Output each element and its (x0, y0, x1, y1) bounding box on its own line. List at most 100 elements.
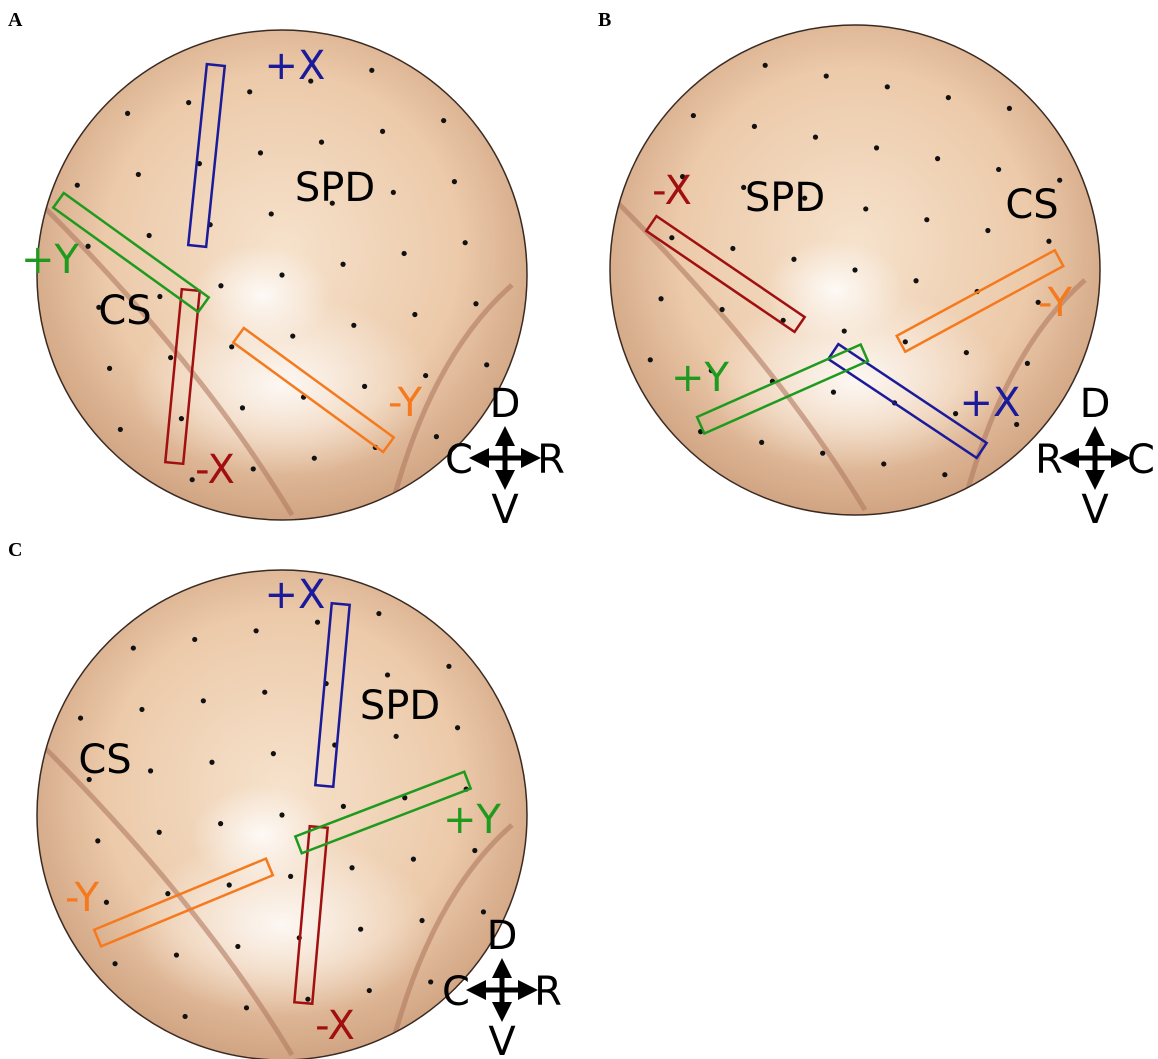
compass-label: D (1080, 381, 1111, 427)
electrode-dot (75, 183, 80, 188)
electrode-dot (340, 262, 345, 267)
region-label: SPD (295, 165, 375, 211)
electrode-dot (441, 118, 446, 123)
electrode-dot (691, 113, 696, 118)
compass-label: V (488, 1019, 516, 1059)
electrode-dot (305, 997, 310, 1002)
axis-label: -X (195, 447, 235, 493)
electrode-dot (341, 804, 346, 809)
axis-label: -Y (388, 380, 423, 426)
electrode-dot (279, 272, 284, 277)
region-label: CS (98, 288, 151, 334)
electrode-dot (874, 145, 879, 150)
panel: CSPDCS+X-X+Y-YDCRV (8, 539, 562, 1059)
compass-label: C (442, 969, 470, 1015)
electrode-dot (759, 440, 764, 445)
electrode-dot (380, 129, 385, 134)
electrode-dot (1025, 361, 1030, 366)
compass-label: R (534, 969, 562, 1015)
electrode-dot (136, 172, 141, 177)
electrode-dot (428, 979, 433, 984)
electrode-dot (244, 1005, 249, 1010)
electrode-dot (953, 411, 958, 416)
electrode-dot (190, 477, 195, 482)
electrode-dot (112, 961, 117, 966)
electrode-dot (288, 874, 293, 879)
electrode-dot (452, 179, 457, 184)
compass-label: V (1081, 487, 1109, 533)
electrode-dot (131, 645, 136, 650)
axis-label: +Y (21, 237, 80, 283)
electrode-dot (903, 339, 908, 344)
highlight (192, 245, 332, 345)
electrode-dot (262, 690, 267, 695)
electrode-dot (924, 217, 929, 222)
electrode-dot (351, 323, 356, 328)
electrode-dot (376, 611, 381, 616)
electrode-dot (78, 715, 83, 720)
axis-label: -Y (1038, 280, 1073, 326)
electrode-dot (791, 257, 796, 262)
electrode-dot (165, 891, 170, 896)
axis-label: -X (315, 1003, 355, 1049)
compass-label: D (490, 381, 521, 427)
electrode-dot (218, 821, 223, 826)
electrode-dot (95, 838, 100, 843)
electrode-dot (419, 918, 424, 923)
electrode-dot (148, 768, 153, 773)
axis-label: +X (265, 43, 326, 89)
electrode-dot (935, 156, 940, 161)
electrode-dot (730, 246, 735, 251)
electrode-dot (831, 390, 836, 395)
electrode-dot (290, 333, 295, 338)
panel: ASPDCS+X-X+Y-YDCRV (8, 9, 565, 533)
electrode-dot (315, 620, 320, 625)
electrode-dot (658, 296, 663, 301)
electrode-dot (463, 240, 468, 245)
electrode-dot (996, 167, 1001, 172)
electrode-dot (720, 307, 725, 312)
electrode-dot (349, 865, 354, 870)
electrode-dot (820, 451, 825, 456)
electrode-dot (312, 456, 317, 461)
electrode-dot (813, 135, 818, 140)
electrode-dot (863, 206, 868, 211)
electrode-dot (229, 344, 234, 349)
electrode-dot (107, 366, 112, 371)
axis-label: +Y (443, 797, 502, 843)
electrode-dot (258, 150, 263, 155)
compass-label: R (537, 437, 565, 483)
electrode-dot (391, 190, 396, 195)
electrode-dot (369, 68, 374, 73)
electrode-dot (942, 472, 947, 477)
electrode-dot (174, 952, 179, 957)
electrode-dot (157, 830, 162, 835)
electrode-dot (218, 283, 223, 288)
electrode-dot (669, 235, 674, 240)
electrode-dot (209, 760, 214, 765)
electrode-dot (385, 672, 390, 677)
electrode-dot (157, 294, 162, 299)
electrode-dot (946, 95, 951, 100)
compass-label: C (1127, 437, 1155, 483)
electrode-dot (104, 900, 109, 905)
electrode-dot (367, 988, 372, 993)
electrode-dot (885, 84, 890, 89)
electrode-dot (402, 251, 407, 256)
electrode-dot (913, 278, 918, 283)
electrode-dot (455, 725, 460, 730)
electrode-dot (192, 637, 197, 642)
electrode-dot (648, 357, 653, 362)
compass-label: C (445, 437, 473, 483)
compass-label: R (1035, 437, 1063, 483)
electrode-dot (271, 751, 276, 756)
electrode-dot (824, 73, 829, 78)
electrode-dot (481, 909, 486, 914)
electrode-dot (227, 882, 232, 887)
electrode-dot (446, 664, 451, 669)
electrode-dot (852, 267, 857, 272)
panel-letter: C (8, 539, 22, 561)
axis-label: +X (265, 572, 326, 618)
electrode-dot (251, 466, 256, 471)
electrode-dot (118, 427, 123, 432)
